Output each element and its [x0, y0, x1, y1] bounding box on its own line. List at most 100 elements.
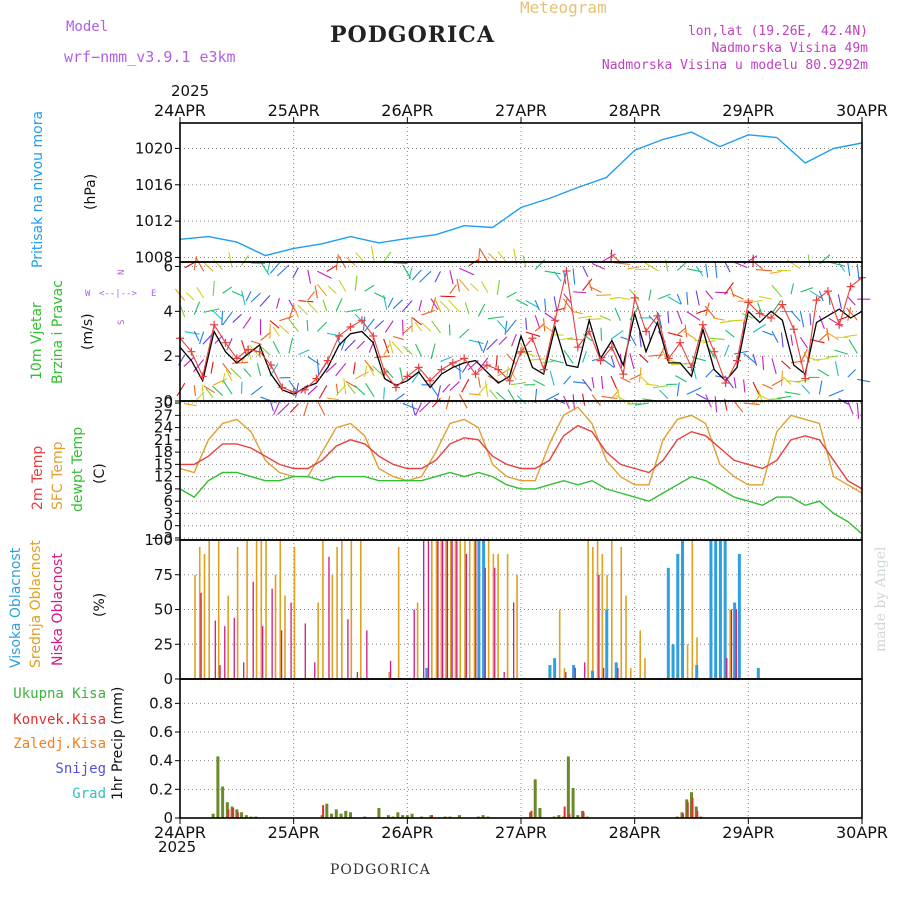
wind-arrow: [727, 319, 744, 322]
wind-arrow: [645, 383, 659, 387]
wind-arrow: [211, 385, 223, 396]
wind-arrow: [544, 393, 560, 402]
y-tick-p-1012: 1012: [135, 212, 173, 230]
precip-total-bar: [481, 815, 485, 818]
wind-arrow: [506, 291, 517, 299]
wind-arrow: [695, 393, 708, 400]
wind-arrow: [293, 306, 299, 318]
wind-gust-marker: [596, 356, 605, 365]
wind-arrow: [825, 331, 839, 341]
cloud-high-bar: [695, 665, 699, 679]
wind-arrow: [676, 327, 687, 336]
cloud-low-bar: [513, 602, 515, 679]
wind-arrow: [279, 315, 293, 322]
precip-total-bar: [244, 815, 248, 818]
wind-arrow: [387, 297, 394, 308]
wind-arrow: [731, 293, 744, 300]
wind-arrow: [856, 402, 860, 419]
wind-gust-marker: [278, 383, 287, 392]
cloud-low-bar: [451, 540, 453, 679]
wind-arrow: [318, 385, 328, 399]
wind-arrow: [757, 393, 773, 402]
wind-arrow: [847, 400, 854, 415]
wind-gust-marker: [448, 358, 457, 367]
wind-arrow: [430, 385, 439, 397]
wind-arrow: [610, 330, 624, 340]
wind-arrow: [354, 371, 369, 380]
wind-arrow: [203, 308, 220, 313]
wind-arrow: [516, 299, 529, 307]
wind-arrow: [343, 378, 347, 395]
wind-arrow: [828, 389, 844, 397]
wind-arrow: [844, 334, 858, 338]
wind-arrow: [276, 297, 280, 309]
cloud-mid-bar: [336, 546, 338, 679]
wind-arrow: [335, 383, 339, 395]
cloud-mid-bar: [217, 540, 220, 679]
x-tick-bottom-26APR: 26APR: [381, 823, 433, 842]
cloud-mid-bar: [194, 574, 196, 679]
wind-arrow: [724, 375, 734, 389]
wind-arrow: [374, 355, 391, 359]
wind-arrow: [222, 362, 232, 375]
cloud-label-mid: Srednja Oblacnost: [28, 540, 44, 668]
wind-gust-marker: [573, 343, 582, 352]
wind-arrow: [771, 358, 777, 374]
wind-arrow: [771, 284, 782, 298]
y-tick-c-25: 25: [154, 635, 173, 653]
wind-arrow: [572, 394, 576, 411]
cloud-high-bar: [756, 667, 760, 679]
wind-arrow: [205, 387, 214, 399]
cloud-mid-bar: [558, 609, 561, 679]
cloud-low-bar: [565, 672, 567, 679]
wind-arrow: [408, 267, 413, 280]
cloud-low-bar: [603, 667, 605, 679]
wind-arrow: [245, 290, 252, 302]
cloud-high-bar: [591, 670, 595, 679]
wind-gust-marker: [721, 379, 730, 388]
temp-2m-line: [180, 424, 863, 490]
wind-arrow: [769, 270, 782, 274]
wind-arrow: [272, 340, 280, 354]
cloud-mid-bar: [397, 546, 400, 679]
cloud-low-bar: [503, 672, 505, 679]
wind-arrow: [250, 340, 262, 345]
wind-arrow: [335, 256, 339, 271]
precip-total-bar: [386, 815, 390, 818]
wind-arrow: [345, 308, 362, 313]
wind-arrow: [414, 402, 423, 416]
wind-arrow: [294, 382, 299, 398]
cloud-mid-bar: [279, 540, 282, 679]
wind-arrow: [790, 283, 795, 295]
pressure-label: Pritisak na nivou mora: [30, 110, 46, 268]
wind-arrow: [686, 291, 689, 305]
y-tick-t-6: 6: [163, 492, 173, 510]
wind-arrow: [403, 345, 413, 355]
y-tick-t-3: 3: [163, 504, 173, 522]
wind-arrow: [486, 338, 498, 351]
cloud-low-bar: [314, 662, 316, 679]
cloud-low-bar: [427, 540, 430, 679]
wind-arrow: [435, 300, 441, 312]
wind-arrow: [419, 400, 432, 413]
cloud-high-bar: [709, 540, 713, 679]
cloud-mid-bar: [246, 540, 248, 679]
wind-arrow: [752, 353, 758, 366]
wind-gust-marker: [335, 331, 344, 340]
wind-arrow: [582, 378, 593, 392]
wind-gust-marker: [732, 356, 741, 365]
wind-arrow: [445, 395, 451, 410]
wind-arrow: [496, 280, 500, 296]
wind-arrow: [601, 395, 618, 400]
wind-arrow: [676, 382, 680, 397]
wind-gust-marker: [244, 345, 253, 354]
cloud-mid-bar: [331, 574, 334, 679]
precip-conv-bar: [232, 807, 235, 818]
wind-gust-marker: [210, 320, 219, 329]
precip-total-bar: [405, 815, 409, 818]
model-label: Model: [66, 19, 109, 35]
cloud-mid-bar: [260, 540, 263, 679]
wind-arrow: [222, 380, 233, 395]
wind-arrow: [667, 311, 670, 324]
